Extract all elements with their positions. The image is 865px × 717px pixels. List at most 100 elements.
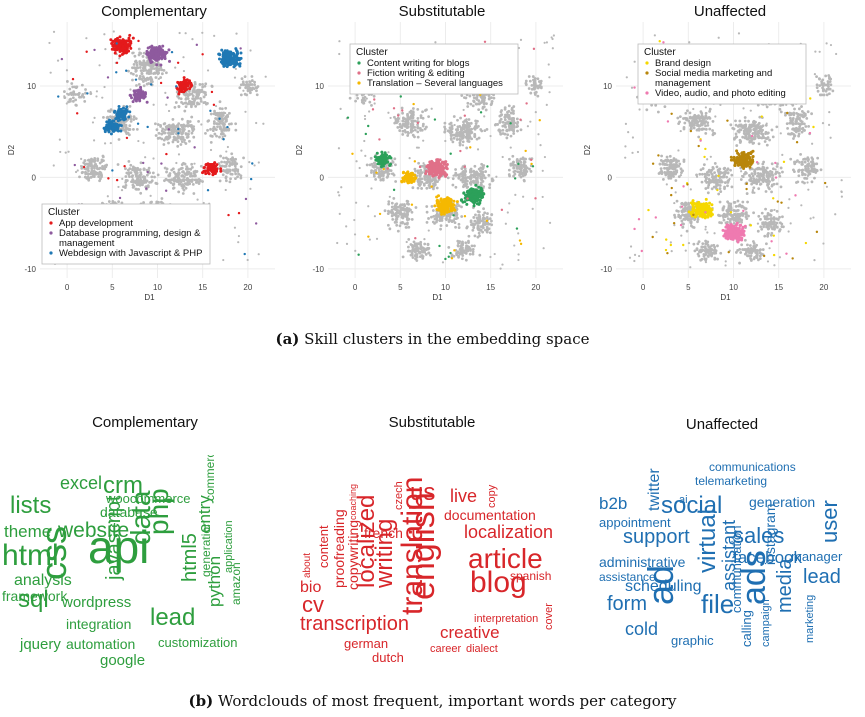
- background-point: [529, 121, 531, 123]
- background-point: [447, 176, 450, 179]
- background-point: [461, 242, 464, 245]
- background-point: [466, 102, 469, 105]
- background-point: [416, 117, 419, 120]
- cluster-point: [435, 158, 438, 161]
- cluster-point: [219, 167, 222, 170]
- background-point: [59, 151, 61, 153]
- cluster-point: [116, 179, 118, 181]
- background-point: [227, 146, 229, 148]
- background-point: [460, 135, 463, 138]
- background-point: [486, 128, 489, 131]
- background-point: [183, 93, 186, 96]
- background-point: [131, 79, 134, 82]
- background-point: [384, 209, 387, 212]
- background-point: [400, 209, 403, 212]
- background-point: [249, 49, 251, 51]
- background-point: [374, 170, 376, 172]
- background-point: [520, 161, 523, 164]
- background-point: [76, 93, 79, 96]
- background-point: [415, 242, 418, 245]
- background-point: [394, 208, 397, 211]
- background-point: [69, 92, 72, 95]
- background-point: [398, 129, 401, 132]
- background-point: [162, 143, 165, 146]
- background-point: [374, 215, 376, 217]
- background-point: [178, 105, 181, 108]
- background-point: [435, 217, 438, 220]
- background-point: [504, 133, 506, 135]
- background-point: [142, 55, 145, 58]
- background-point: [228, 164, 231, 167]
- background-point: [161, 72, 164, 75]
- background-point: [219, 155, 222, 158]
- background-point: [401, 107, 404, 110]
- background-point: [133, 66, 136, 69]
- background-point: [199, 83, 202, 86]
- background-point: [110, 142, 112, 144]
- cluster-point: [446, 163, 449, 166]
- background-point: [376, 166, 379, 169]
- background-point: [473, 134, 476, 137]
- background-point: [425, 187, 428, 190]
- background-point: [172, 179, 175, 182]
- background-point: [396, 126, 399, 129]
- cluster-point: [114, 38, 117, 41]
- background-point: [476, 176, 479, 179]
- cluster-point: [441, 170, 444, 173]
- cluster-point: [245, 198, 247, 200]
- background-point: [360, 150, 362, 152]
- background-point: [137, 188, 140, 191]
- background-point: [482, 185, 485, 188]
- cluster-point: [136, 95, 138, 97]
- background-point: [502, 132, 505, 135]
- background-point: [204, 101, 207, 104]
- background-point: [373, 165, 376, 168]
- background-point: [158, 132, 161, 135]
- background-point: [210, 141, 213, 144]
- background-point: [219, 127, 222, 130]
- background-point: [456, 125, 459, 128]
- background-point: [182, 171, 185, 174]
- background-point: [109, 110, 112, 113]
- background-point: [255, 89, 258, 92]
- cluster-point: [140, 96, 143, 99]
- background-point: [123, 129, 126, 132]
- background-point: [177, 140, 180, 143]
- cluster-point: [514, 177, 516, 179]
- background-point: [540, 86, 543, 89]
- background-point: [456, 129, 459, 132]
- background-point: [508, 158, 511, 161]
- background-point: [489, 256, 491, 258]
- background-point: [139, 66, 142, 69]
- background-point: [402, 255, 405, 258]
- background-point: [504, 118, 507, 121]
- background-point: [419, 241, 422, 244]
- background-point: [83, 100, 86, 103]
- background-point: [423, 177, 426, 180]
- background-point: [529, 92, 532, 95]
- background-point: [453, 124, 455, 126]
- background-point: [510, 112, 513, 115]
- cluster-point: [107, 130, 110, 133]
- background-point: [148, 167, 151, 170]
- background-point: [537, 77, 540, 80]
- background-point: [412, 134, 415, 137]
- cluster-point: [215, 163, 218, 166]
- background-point: [193, 175, 196, 178]
- cluster-point: [255, 222, 257, 224]
- background-point: [474, 128, 477, 131]
- background-point: [228, 112, 231, 115]
- background-point: [364, 155, 366, 157]
- background-point: [146, 83, 149, 86]
- background-point: [466, 225, 469, 228]
- cluster-point: [147, 171, 149, 173]
- background-point: [209, 128, 212, 131]
- background-point: [165, 104, 167, 106]
- background-point: [128, 124, 131, 127]
- background-point: [406, 126, 409, 129]
- background-point: [520, 167, 523, 170]
- background-point: [397, 215, 400, 218]
- background-point: [422, 255, 425, 258]
- background-point: [443, 131, 446, 134]
- cluster-point: [86, 92, 88, 94]
